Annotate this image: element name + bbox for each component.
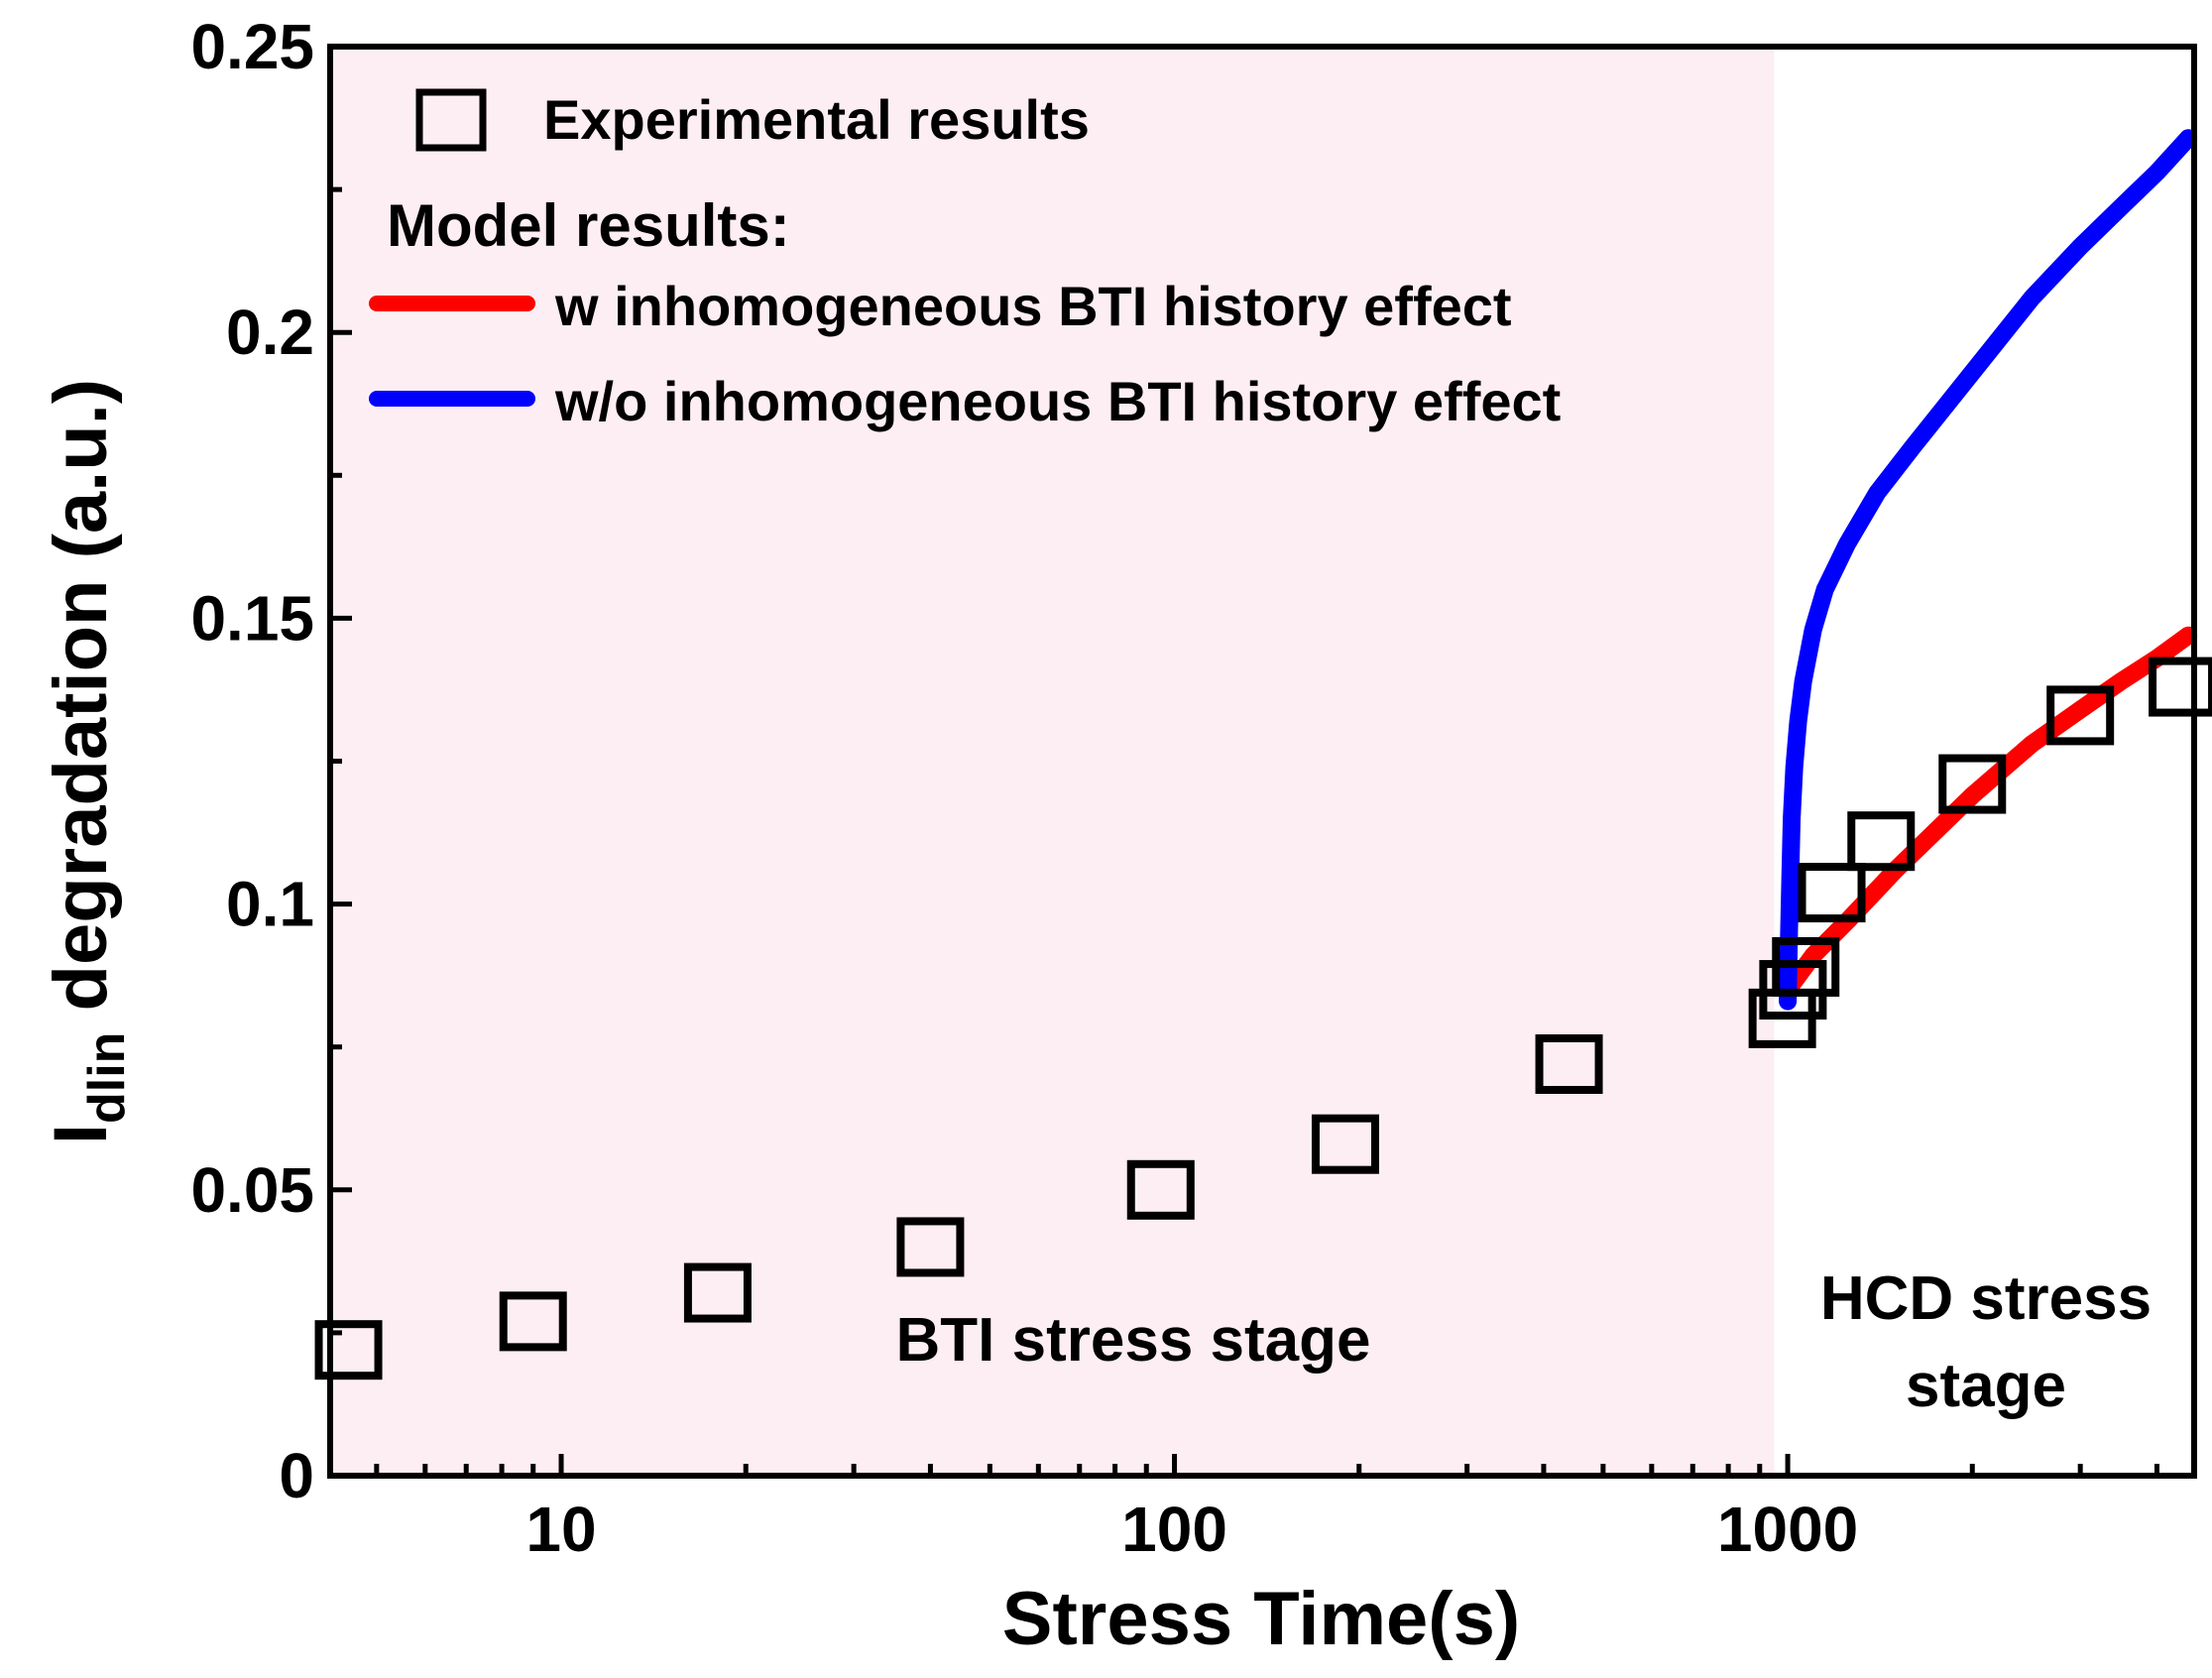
y-axis-title-subscript: dlin	[78, 1032, 136, 1124]
series-layer	[314, 129, 2212, 1380]
legend-square-marker	[415, 88, 487, 152]
bti-stage-shading	[330, 47, 1775, 1476]
hcd-stage-annotation-line2: stage	[1906, 1352, 2066, 1420]
x-tick-label: 100	[1121, 1494, 1227, 1565]
y-tick-label: 0.05	[190, 1154, 314, 1226]
y-tick-label: 0.25	[190, 11, 314, 82]
hcd-stage-annotation-line1: HCD stress	[1820, 1264, 2152, 1333]
y-tick-label: 0.15	[190, 582, 314, 654]
axis-ticks: 0 0.05 0.1 0.15 0.2 0.25 10 100 1000	[190, 11, 2159, 1565]
y-axis-title-main: I	[39, 1124, 123, 1144]
data-point-square	[2149, 657, 2212, 717]
x-axis-title: Stress Time(s)	[1002, 1577, 1520, 1661]
y-tick-label: 0.1	[226, 869, 314, 940]
data-point-square	[2046, 685, 2115, 746]
y-tick-label: 0	[279, 1440, 314, 1511]
data-point-square	[1798, 863, 1866, 923]
data-point-square	[1311, 1114, 1379, 1174]
data-point-square	[1847, 811, 1916, 872]
data-point-square	[683, 1262, 752, 1323]
y-tick-label: 0.2	[226, 297, 314, 368]
data-point-square	[314, 1320, 383, 1380]
data-point-square	[1938, 754, 2007, 814]
y-axis-title-rest: degradation (a.u.)	[39, 379, 123, 1032]
data-point-square	[1535, 1033, 1603, 1094]
legend-experimental-label: Experimental results	[543, 88, 1090, 151]
legend-with-label: w inhomogeneous BTI history effect	[554, 275, 1512, 337]
data-point-square	[896, 1217, 965, 1277]
x-tick-label: 10	[525, 1494, 596, 1565]
data-point-square	[1126, 1159, 1195, 1220]
y-axis-title: Idlin degradation (a.u.)	[39, 379, 136, 1144]
bti-stage-annotation: BTI stress stage	[896, 1306, 1371, 1375]
data-point-square	[499, 1291, 567, 1352]
x-tick-label: 1000	[1717, 1494, 1858, 1565]
svg-text:Idlin degradation (a.u.): Idlin degradation (a.u.)	[39, 379, 136, 1144]
data-point-square	[1772, 937, 1840, 998]
legend: Experimental results Model results: w in…	[369, 88, 1561, 432]
legend-model-header: Model results:	[387, 192, 790, 259]
legend-without-label: w/o inhomogeneous BTI history effect	[554, 370, 1561, 432]
series-line-2	[1779, 129, 2198, 1011]
